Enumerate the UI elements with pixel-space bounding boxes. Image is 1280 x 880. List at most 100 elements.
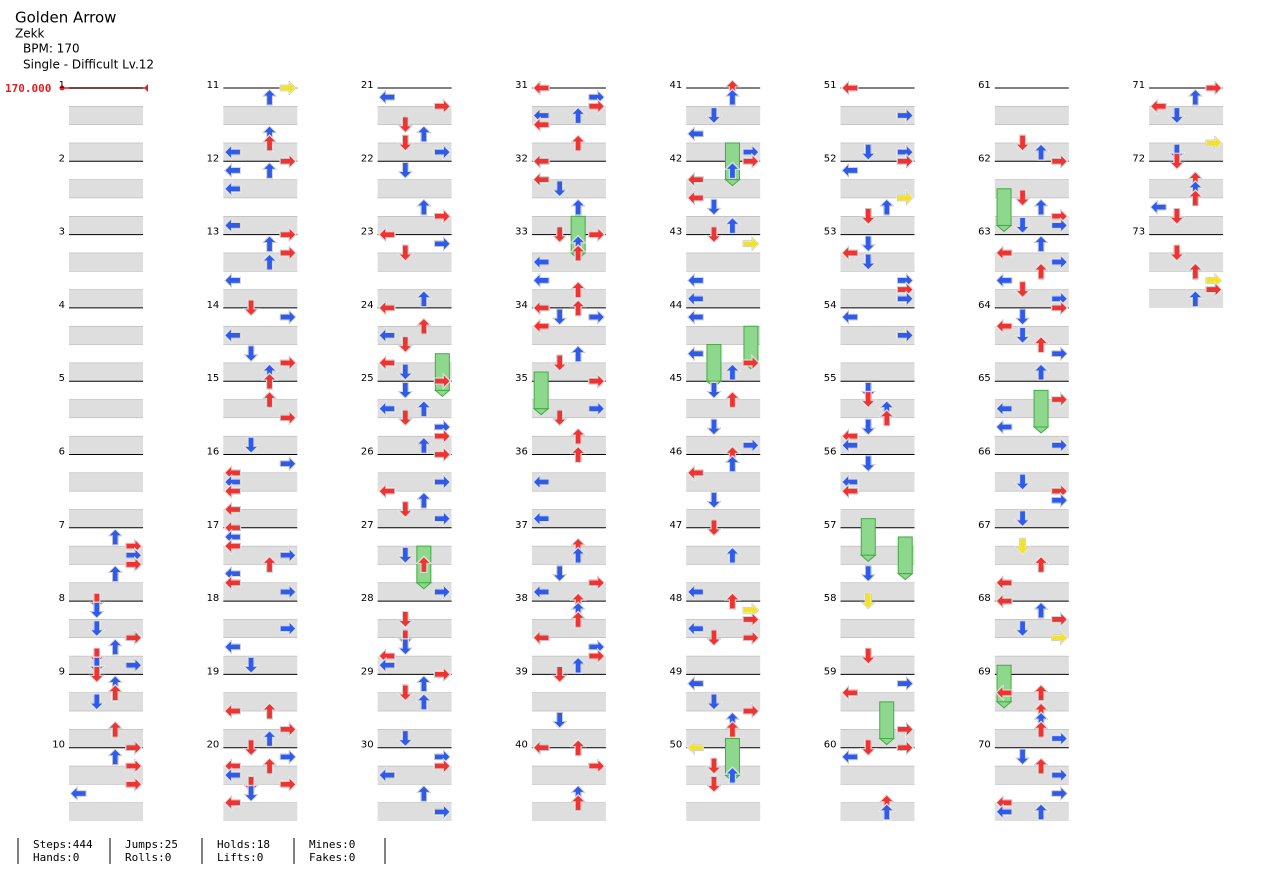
arrow	[569, 134, 587, 152]
arrow-edge	[1187, 290, 1203, 307]
hold-tail	[878, 738, 896, 746]
arrow-edge	[1015, 281, 1031, 298]
arrow-edge	[397, 409, 413, 427]
bpm-dot	[59, 85, 65, 91]
arrow-shape	[433, 418, 452, 436]
arrow-shape	[588, 88, 606, 106]
measure-number: 19	[207, 666, 220, 677]
arrow-edge	[1051, 492, 1068, 508]
arrow	[686, 345, 705, 363]
beat-stripe	[686, 802, 761, 821]
arrow-shape	[896, 271, 915, 289]
arrow	[588, 647, 606, 665]
arrow	[279, 152, 297, 170]
arrow-edge	[397, 116, 413, 133]
arrow	[378, 88, 396, 106]
arrow-edge	[378, 401, 396, 417]
arrow-edge	[416, 693, 432, 711]
beat-stripe	[223, 472, 298, 492]
arrow	[223, 162, 242, 179]
arrow	[995, 244, 1013, 262]
arrow	[1014, 280, 1031, 299]
beat-stripe	[69, 546, 143, 565]
arrow	[742, 152, 760, 170]
arrow-edge	[279, 621, 297, 637]
arrow	[742, 354, 760, 372]
arrow-shape	[261, 161, 278, 180]
arrow	[433, 665, 452, 683]
beat-stripe	[840, 802, 915, 821]
beat-stripe	[223, 619, 298, 638]
arrow	[724, 720, 741, 738]
measure-number: 62	[978, 153, 991, 164]
arrow-shape	[551, 308, 569, 326]
beat-stripe	[377, 472, 452, 492]
arrow-edge	[860, 208, 876, 225]
arrow	[1050, 216, 1069, 234]
arrow	[896, 189, 915, 207]
arrow	[532, 629, 550, 647]
arrow-edge	[434, 804, 451, 820]
arrow	[1032, 757, 1050, 775]
arrow	[1186, 262, 1204, 280]
arrow	[1032, 683, 1050, 702]
measure-number: 30	[361, 740, 374, 751]
beat-stripe	[531, 179, 606, 198]
arrow-edge	[570, 547, 586, 564]
arrow	[840, 436, 859, 454]
arrow-edge	[279, 749, 297, 765]
beat-stripe	[994, 289, 1069, 308]
arrow	[1050, 299, 1069, 317]
arrow-edge	[1015, 217, 1031, 234]
arrow-edge	[397, 501, 413, 518]
arrow-edge	[1169, 143, 1185, 161]
measure-number: 8	[59, 593, 65, 604]
arrow-edge	[1015, 620, 1031, 637]
arrow-edge	[742, 355, 760, 371]
arrow	[1050, 610, 1069, 628]
arrow-edge	[107, 638, 123, 656]
beat-stripe	[994, 802, 1069, 821]
measure-number: 67	[978, 520, 991, 531]
arrow-edge	[995, 685, 1013, 701]
measure-number: 5	[59, 373, 65, 384]
arrow-edge	[1015, 537, 1031, 555]
arrow-edge	[706, 226, 722, 243]
arrow	[859, 143, 877, 161]
arrow	[588, 226, 606, 244]
beat-stripe	[840, 362, 915, 382]
arrow-edge	[570, 345, 586, 362]
stat: Jumps:25	[125, 838, 178, 851]
arrow	[1014, 216, 1031, 235]
arrow-shape	[106, 638, 124, 656]
measure-number: 44	[669, 300, 682, 311]
arrow-edge	[706, 757, 722, 775]
beat-stripe	[69, 509, 143, 528]
arrow-edge	[588, 227, 605, 243]
beat-stripe	[531, 106, 606, 125]
arrow-edge	[434, 447, 451, 462]
arrow	[1205, 281, 1223, 299]
arrow	[896, 152, 915, 170]
arrow-shape	[588, 638, 606, 656]
arrow-edge	[570, 446, 586, 463]
arrow	[279, 79, 297, 97]
arrow	[724, 766, 741, 784]
arrow	[433, 757, 452, 775]
hold	[706, 344, 722, 382]
arrow	[859, 207, 877, 226]
arrow	[396, 729, 414, 748]
arrow	[569, 738, 587, 757]
arrow-edge	[879, 198, 895, 216]
arrow-edge	[1051, 437, 1068, 453]
arrow	[588, 97, 606, 115]
arrow-shape	[686, 271, 705, 289]
arrow	[859, 647, 877, 665]
measure-number: 46	[669, 447, 682, 458]
arrow	[840, 748, 859, 766]
measure-number: 63	[978, 227, 991, 238]
beat-stripe	[69, 729, 143, 748]
arrow-shape	[433, 235, 452, 253]
arrow-edge	[434, 208, 451, 224]
